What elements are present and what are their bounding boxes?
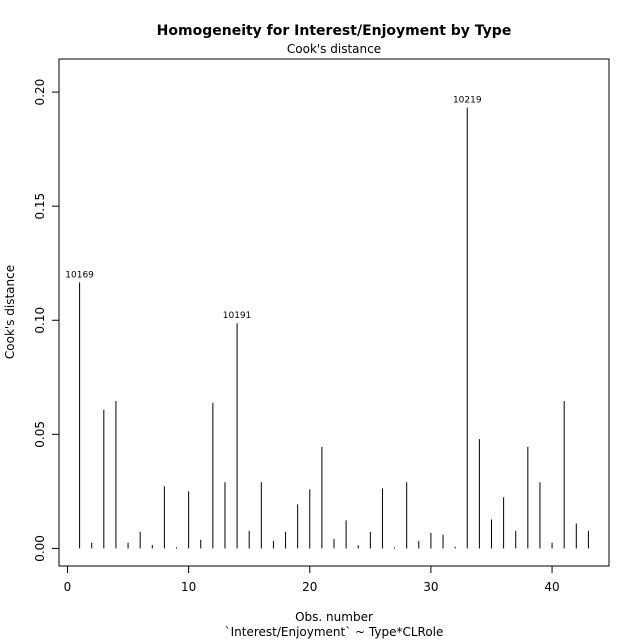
- chart-title: Homogeneity for Interest/Enjoyment by Ty…: [157, 23, 512, 39]
- x-tick-label: 10: [181, 580, 196, 594]
- y-tick-label: 0.00: [33, 535, 47, 562]
- spike-series: [79, 107, 589, 549]
- x-tick-label: 40: [544, 580, 559, 594]
- x-axis-label: Obs. number: [295, 610, 373, 624]
- x-axis: 0 10 20 30 40: [64, 566, 560, 594]
- chart-subtitle: Cook's distance: [287, 42, 381, 56]
- point-labels: 10169 10191 10219: [65, 96, 482, 322]
- point-label: 10169: [65, 270, 94, 280]
- x-tick-label: 30: [423, 580, 438, 594]
- y-axis-label: Cook's distance: [3, 265, 17, 359]
- x-axis-sublabel: `Interest/Enjoyment` ~ Type*CLRole: [225, 625, 444, 639]
- point-label: 10219: [453, 96, 482, 106]
- point-label: 10191: [223, 311, 252, 321]
- y-tick-label: 0.05: [33, 421, 47, 448]
- y-tick-label: 0.10: [33, 307, 47, 334]
- y-axis: 0.00 0.05 0.10 0.15 0.20: [33, 79, 59, 562]
- y-tick-label: 0.15: [33, 193, 47, 220]
- plot-frame: [58, 58, 610, 567]
- x-tick-label: 20: [302, 580, 317, 594]
- x-tick-label: 0: [64, 580, 72, 594]
- y-tick-label: 0.20: [33, 79, 47, 106]
